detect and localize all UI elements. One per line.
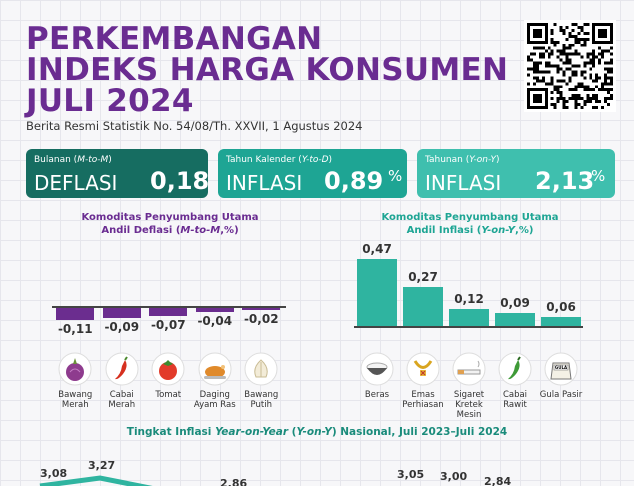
- data-label: 0,09: [500, 296, 530, 311]
- stat-unit: %: [591, 167, 606, 185]
- garlic-icon: [244, 352, 278, 386]
- inflation-chart-title: Komoditas Penyumbang Utama Andil Inflasi…: [381, 212, 559, 236]
- category-label-line: Putih: [250, 400, 272, 410]
- category-label-line: Gula Pasir: [539, 390, 583, 400]
- stat-label: Bulanan (M-to-M): [34, 155, 112, 165]
- data-label: -0,11: [57, 322, 93, 337]
- title-line-2: INDEKS HARGA KONSUMEN: [26, 52, 509, 88]
- bar-1: [102, 308, 141, 318]
- data-label: 0,47: [362, 241, 392, 256]
- trend-data-label: 3,05: [397, 468, 425, 481]
- category-label-line: Tomat: [155, 390, 182, 400]
- category-label-line: Daging: [199, 390, 230, 400]
- page-title: PERKEMBANGAN INDEKS HARGA KONSUMEN JULI …: [26, 24, 508, 117]
- category-label: Emas Perhiasan: [393, 390, 453, 410]
- bar-3: [195, 308, 234, 313]
- stat-value: 0,18: [150, 167, 208, 195]
- stat-label: Tahunan (Y-on-Y): [425, 155, 500, 165]
- trend-data-label: 2,84: [484, 475, 512, 486]
- category-label-line: Perhiasan: [402, 400, 444, 410]
- chart-baseline: [52, 306, 286, 308]
- bar-0: [56, 308, 95, 321]
- category-label-line: Beras: [364, 390, 390, 400]
- cigarette-icon: [452, 352, 486, 386]
- data-label: -0,04: [197, 314, 233, 329]
- category-label-line: Merah: [108, 400, 136, 410]
- bar-4: [541, 317, 581, 326]
- trend-data-label: 2,86: [220, 477, 248, 486]
- qr-code-icon: [524, 20, 616, 112]
- bar-1: [403, 287, 443, 326]
- trend-series-line: [39, 475, 153, 486]
- category-label-line: Cabai: [109, 390, 134, 400]
- sugar-pack-label: GULA: [555, 365, 568, 370]
- chart-baseline: [354, 326, 583, 328]
- stat-value: 0,89: [324, 167, 384, 195]
- stat-kind: INFLASI: [226, 171, 303, 195]
- category-label: Tomat: [138, 390, 198, 400]
- stat-box-year-to-date: Tahun Kalender (Y-to-D) INFLASI 0,89 %: [218, 149, 407, 198]
- bar-2: [149, 308, 188, 316]
- chicken-icon: [198, 352, 232, 386]
- category-label: Cabai Rawit: [485, 390, 545, 410]
- category-label: Bawang Putih: [231, 390, 291, 410]
- tomato-icon: [151, 352, 185, 386]
- gold-jewelry-icon: [406, 352, 440, 386]
- trend-data-label: 3,00: [440, 470, 468, 483]
- category-label: Gula Pasir: [531, 390, 591, 400]
- stat-kind: INFLASI: [425, 171, 502, 195]
- trend-data-label: 3,08: [40, 467, 68, 480]
- deflation-chart-title: Komoditas Penyumbang Utama Andil Deflasi…: [81, 212, 259, 236]
- stat-box-year-on-year: Tahunan (Y-on-Y) INFLASI 2,13 %: [417, 149, 615, 198]
- data-label: -0,02: [243, 312, 279, 327]
- stat-box-monthly: Bulanan (M-to-M) DEFLASI 0,18 %: [26, 149, 208, 198]
- stat-value: 2,13: [535, 167, 595, 195]
- trend-chart-title: Tingkat Inflasi Year-on-Year (Y-on-Y) Na…: [126, 426, 508, 438]
- trend-data-label: 3,27: [88, 459, 116, 472]
- bar-0: [357, 258, 397, 326]
- chili-icon: [105, 352, 139, 386]
- onion-icon: [58, 352, 92, 386]
- title-line-3: JULI 2024: [26, 83, 194, 119]
- category-label-line: Mesin: [456, 410, 482, 420]
- stat-label: Tahun Kalender (Y-to-D): [226, 155, 333, 165]
- category-label-line: Emas: [411, 390, 435, 400]
- category-label-line: Bawang: [244, 390, 279, 400]
- data-label: 0,27: [408, 270, 438, 285]
- category-label: Sigaret Kretek Mesin: [439, 390, 499, 420]
- release-subtitle: Berita Resmi Statistik No. 54/08/Th. XXV…: [26, 119, 363, 133]
- category-label: Bawang Merah: [45, 390, 105, 410]
- category-label-line: Merah: [61, 400, 89, 410]
- category-label: Daging Ayam Ras: [185, 390, 245, 410]
- category-label: Beras: [347, 390, 407, 400]
- bar-4: [242, 308, 281, 311]
- category-label-line: Sigaret Kretek: [453, 390, 485, 410]
- category-label-line: Cabai: [502, 390, 528, 400]
- category-label-line: Rawit: [503, 400, 527, 410]
- data-label: -0,09: [104, 319, 140, 334]
- stat-unit: %: [388, 167, 403, 185]
- bar-2: [449, 308, 489, 326]
- data-label: 0,06: [546, 300, 576, 315]
- bar-3: [495, 313, 535, 326]
- title-line-1: PERKEMBANGAN: [26, 21, 323, 57]
- sugar-icon: GULA: [544, 352, 578, 386]
- data-label: 0,12: [454, 291, 484, 306]
- rice-bowl-icon: [360, 352, 394, 386]
- category-label-line: Bawang: [58, 390, 93, 400]
- category-label: Cabai Merah: [92, 390, 152, 410]
- data-label: -0,07: [150, 317, 186, 332]
- category-label-line: Ayam Ras: [193, 400, 236, 410]
- stat-kind: DEFLASI: [34, 171, 118, 195]
- green-chili-icon: [498, 352, 532, 386]
